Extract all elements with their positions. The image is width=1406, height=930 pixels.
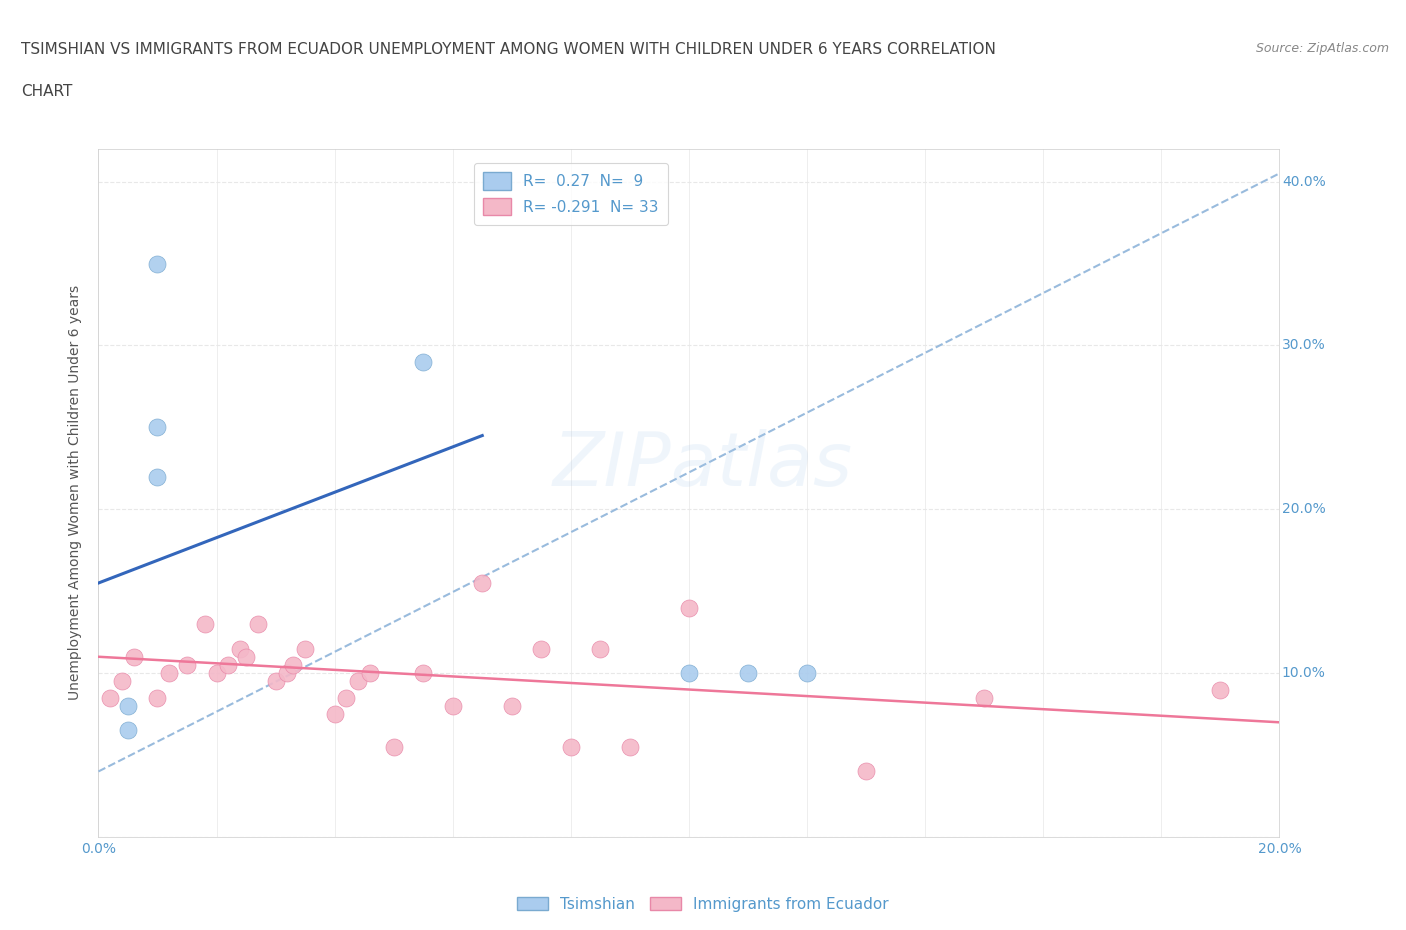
Text: ZIPatlas: ZIPatlas <box>553 429 853 501</box>
Point <box>217 658 239 672</box>
Point <box>382 739 405 754</box>
Point <box>146 256 169 271</box>
Point <box>359 666 381 681</box>
Point <box>855 764 877 779</box>
Point <box>246 617 269 631</box>
Point <box>146 690 169 705</box>
Point <box>111 674 134 689</box>
Point <box>441 698 464 713</box>
Point <box>157 666 180 681</box>
Text: Source: ZipAtlas.com: Source: ZipAtlas.com <box>1256 42 1389 55</box>
Point <box>264 674 287 689</box>
Point <box>796 666 818 681</box>
Point <box>678 666 700 681</box>
Point <box>530 641 553 656</box>
Point <box>117 723 139 737</box>
Y-axis label: Unemployment Among Women with Children Under 6 years: Unemployment Among Women with Children U… <box>69 286 83 700</box>
Point <box>973 690 995 705</box>
Point <box>589 641 612 656</box>
Text: 40.0%: 40.0% <box>1282 175 1326 189</box>
Point <box>619 739 641 754</box>
Text: 20.0%: 20.0% <box>1282 502 1326 516</box>
Text: 30.0%: 30.0% <box>1282 339 1326 352</box>
Point <box>176 658 198 672</box>
Point <box>205 666 228 681</box>
Point <box>229 641 252 656</box>
Text: CHART: CHART <box>21 84 73 99</box>
Point <box>560 739 582 754</box>
Point <box>146 469 169 484</box>
Point <box>146 420 169 435</box>
Point <box>283 658 305 672</box>
Point <box>235 649 257 664</box>
Point <box>323 707 346 722</box>
Point <box>335 690 357 705</box>
Point <box>117 698 139 713</box>
Point <box>501 698 523 713</box>
Point <box>737 666 759 681</box>
Point <box>471 576 494 591</box>
Legend: R=  0.27  N=  9, R= -0.291  N= 33: R= 0.27 N= 9, R= -0.291 N= 33 <box>474 164 668 224</box>
Text: TSIMSHIAN VS IMMIGRANTS FROM ECUADOR UNEMPLOYMENT AMONG WOMEN WITH CHILDREN UNDE: TSIMSHIAN VS IMMIGRANTS FROM ECUADOR UNE… <box>21 42 995 57</box>
Point <box>412 666 434 681</box>
Point <box>98 690 121 705</box>
Point <box>294 641 316 656</box>
Legend: Tsimshian, Immigrants from Ecuador: Tsimshian, Immigrants from Ecuador <box>512 890 894 918</box>
Point <box>347 674 370 689</box>
Point <box>412 354 434 369</box>
Point <box>1209 682 1232 697</box>
Point <box>276 666 298 681</box>
Point <box>122 649 145 664</box>
Point <box>194 617 217 631</box>
Text: 10.0%: 10.0% <box>1282 666 1326 680</box>
Point <box>678 600 700 615</box>
